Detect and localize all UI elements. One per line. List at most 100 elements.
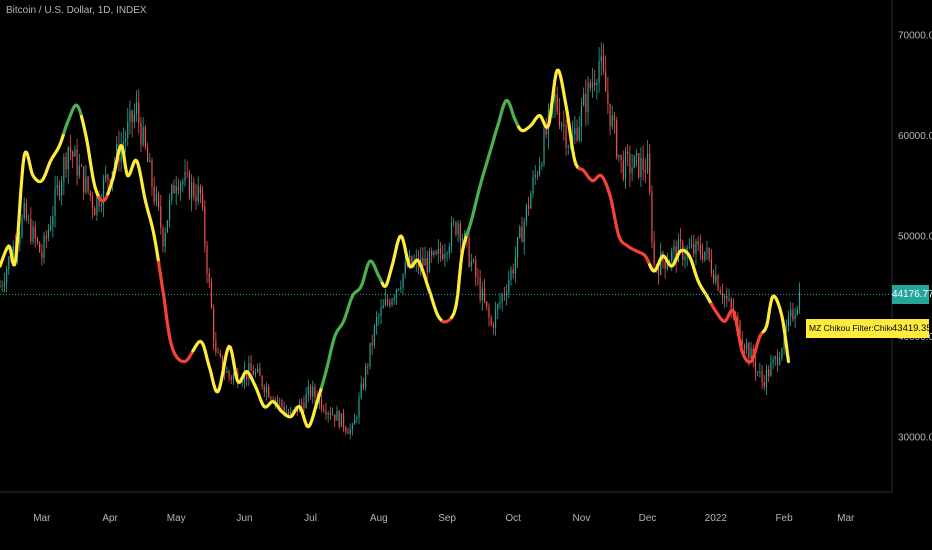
candle-body	[624, 151, 627, 179]
candle-body	[182, 181, 184, 184]
candle-body	[730, 299, 732, 309]
candle-body	[1, 285, 3, 287]
candle-body	[263, 386, 265, 393]
candle-body	[180, 183, 182, 191]
candle-body	[763, 381, 765, 387]
candle-body	[622, 160, 624, 179]
candle-body	[91, 196, 94, 209]
candle-body	[21, 217, 23, 237]
time-axis[interactable]: Mar Apr May Jun Jul Aug Sep Oct Nov Dec 2022 Feb Mar	[33, 513, 855, 524]
candle-body	[739, 320, 741, 340]
candle-body	[631, 167, 633, 173]
candle-body	[618, 154, 620, 158]
chikou-segment-bullish	[62, 103, 84, 135]
y-tick-label: 60000.00	[898, 131, 932, 142]
candle-body	[323, 409, 325, 412]
candle-body	[356, 417, 358, 420]
candle-body	[72, 151, 74, 157]
candle-body	[365, 366, 367, 388]
candle-body	[191, 182, 193, 199]
x-tick-label: Jun	[236, 513, 252, 524]
candle-body	[431, 250, 433, 256]
candle-body	[556, 94, 558, 112]
candle-body	[693, 244, 695, 254]
candle-body	[34, 226, 36, 239]
candle-body	[794, 315, 796, 320]
candle-body	[428, 250, 431, 273]
candle-body	[554, 94, 556, 104]
candle-body	[646, 153, 649, 173]
candle-body	[468, 237, 470, 267]
candle-body	[477, 276, 479, 279]
candle-body	[32, 226, 34, 242]
chikou-segment-neutral	[517, 68, 581, 171]
candle-body	[684, 256, 686, 260]
chart-title: Bitcoin / U.S. Dollar, 1D, INDEX	[6, 5, 147, 16]
candle-body	[329, 412, 331, 415]
candle-body	[664, 261, 666, 269]
candle-body	[679, 239, 682, 243]
candle-body	[120, 145, 122, 162]
candle-body	[140, 122, 142, 145]
candle-body	[376, 317, 378, 327]
candle-body	[160, 206, 162, 228]
candle-body	[688, 247, 690, 248]
candle-body	[349, 428, 351, 434]
candle-body	[215, 340, 217, 352]
candle-body	[494, 309, 497, 328]
candle-body	[578, 126, 580, 141]
candle-body	[186, 172, 188, 174]
candle-body	[142, 127, 144, 145]
candle-body	[743, 345, 746, 350]
candle-body	[362, 383, 365, 388]
x-tick-label: Aug	[370, 513, 388, 524]
candle-body	[721, 293, 724, 299]
candle-body	[193, 182, 195, 197]
candle-body	[78, 166, 80, 176]
candle-body	[252, 370, 254, 375]
candle-body	[331, 414, 334, 416]
candle-body	[746, 343, 748, 350]
candle-body	[567, 146, 569, 148]
candle-body	[96, 197, 98, 216]
candle-body	[246, 370, 248, 379]
x-tick-label: Feb	[775, 513, 793, 524]
candle-body	[351, 424, 353, 429]
candle-body	[512, 269, 514, 274]
candle-body	[543, 128, 545, 165]
chikou-segment-bearish	[441, 315, 454, 324]
candle-body	[796, 309, 798, 316]
candle-body	[54, 188, 56, 217]
candle-body	[369, 342, 371, 367]
candle-body	[505, 293, 508, 295]
candle-body	[265, 386, 268, 393]
candle-body	[660, 252, 662, 275]
candle-body	[224, 371, 226, 373]
candle-body	[28, 218, 30, 220]
candle-body	[635, 153, 638, 156]
candle-body	[276, 399, 279, 402]
candle-body	[83, 166, 85, 193]
candle-body	[508, 280, 510, 294]
candle-body	[501, 294, 503, 303]
candle-body	[545, 128, 547, 135]
candle-body	[287, 412, 290, 415]
candle-body	[574, 128, 576, 135]
candle-body	[539, 166, 541, 175]
candle-body	[305, 393, 307, 409]
candle-body	[221, 355, 224, 372]
candle-body	[312, 386, 314, 397]
candle-body	[43, 235, 45, 259]
chikou-segment-neutral	[0, 131, 66, 268]
x-tick-label: Oct	[505, 513, 521, 524]
candle-body	[105, 174, 107, 180]
candle-body	[532, 177, 534, 195]
candle-body	[239, 383, 241, 385]
candle-body	[202, 193, 204, 207]
candle-body	[461, 238, 464, 241]
candle-body	[629, 153, 631, 173]
candle-body	[146, 147, 149, 162]
candle-body	[257, 368, 259, 372]
candle-body	[345, 427, 347, 432]
